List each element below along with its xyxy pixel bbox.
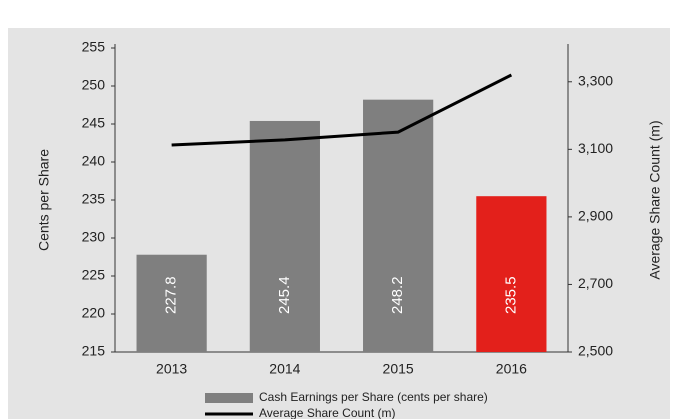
y-tick-label: 245 bbox=[82, 115, 106, 131]
x-tick-label: 2014 bbox=[269, 361, 300, 377]
y2-tick-label: 2,900 bbox=[578, 208, 613, 224]
value-label: 245.4 bbox=[276, 276, 293, 314]
value-label: 235.5 bbox=[502, 276, 519, 314]
y-tick-label: 220 bbox=[82, 305, 106, 321]
value-label: 248.2 bbox=[389, 276, 406, 314]
bar bbox=[249, 120, 320, 353]
chart-background bbox=[8, 28, 670, 419]
y2-tick-label: 3,300 bbox=[578, 72, 613, 88]
y2-axis-title: Average Share Count (m) bbox=[647, 120, 663, 279]
x-tick-label: 2015 bbox=[383, 361, 414, 377]
y-tick-label: 225 bbox=[82, 267, 106, 283]
y-tick-label: 235 bbox=[82, 191, 106, 207]
y-tick-label: 250 bbox=[82, 77, 106, 93]
legend-swatch bbox=[205, 393, 253, 403]
y-axis-title: Cents per Share bbox=[36, 149, 52, 251]
y-tick-label: 255 bbox=[82, 39, 106, 55]
bar bbox=[136, 254, 207, 352]
y-tick-label: 215 bbox=[82, 343, 106, 359]
line bbox=[171, 73, 513, 147]
bar bbox=[363, 99, 434, 353]
x-tick-label: 2013 bbox=[156, 361, 187, 377]
y2-tick-label: 2,500 bbox=[578, 343, 613, 359]
y2-tick-label: 3,100 bbox=[578, 140, 613, 156]
legend-label: Cash Earnings per Share (cents per share… bbox=[259, 390, 488, 404]
x-tick-label: 2016 bbox=[496, 361, 527, 377]
y-tick-label: 230 bbox=[82, 229, 106, 245]
legend-label: Average Share Count (m) bbox=[259, 406, 396, 419]
y-tick-label: 240 bbox=[82, 153, 106, 169]
value-label: 227.8 bbox=[163, 276, 180, 314]
y2-tick-label: 2,700 bbox=[578, 275, 613, 291]
bar bbox=[476, 196, 547, 352]
